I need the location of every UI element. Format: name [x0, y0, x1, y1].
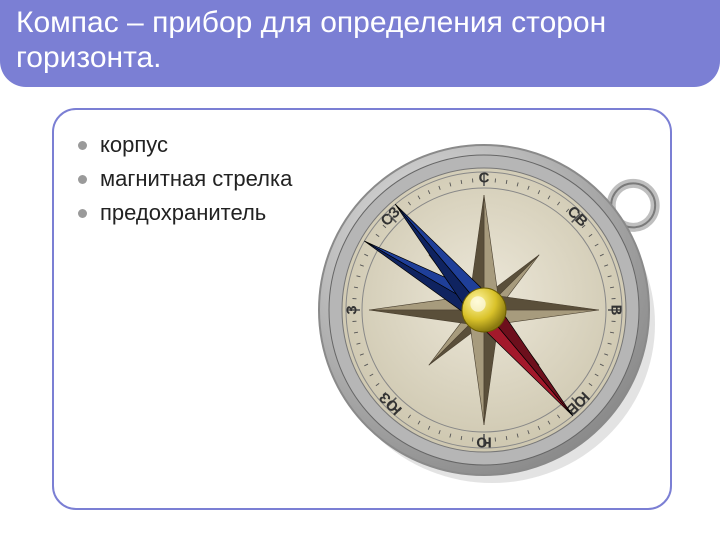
list-item: корпус	[78, 132, 292, 158]
compass-illustration: ССВВЮВЮЮЗЗСЗ	[304, 120, 664, 500]
svg-text:В: В	[608, 305, 625, 316]
svg-text:З: З	[344, 305, 361, 314]
compass-icon: ССВВЮВЮЮЗЗСЗ	[304, 120, 664, 500]
title-text: Компас – прибор для определения сторон г…	[16, 6, 606, 74]
list-item: магнитная стрелка	[78, 166, 292, 192]
bullet-list: корпус магнитная стрелка предохранитель	[78, 132, 292, 234]
list-item: предохранитель	[78, 200, 292, 226]
slide-title: Компас – прибор для определения сторон г…	[0, 0, 720, 87]
bullet-label: корпус	[100, 132, 168, 157]
svg-text:Ю: Ю	[476, 434, 491, 451]
svg-text:С: С	[479, 170, 490, 187]
content-panel: корпус магнитная стрелка предохранитель …	[52, 108, 672, 510]
bullet-label: магнитная стрелка	[100, 166, 292, 191]
bullet-label: предохранитель	[100, 200, 266, 225]
